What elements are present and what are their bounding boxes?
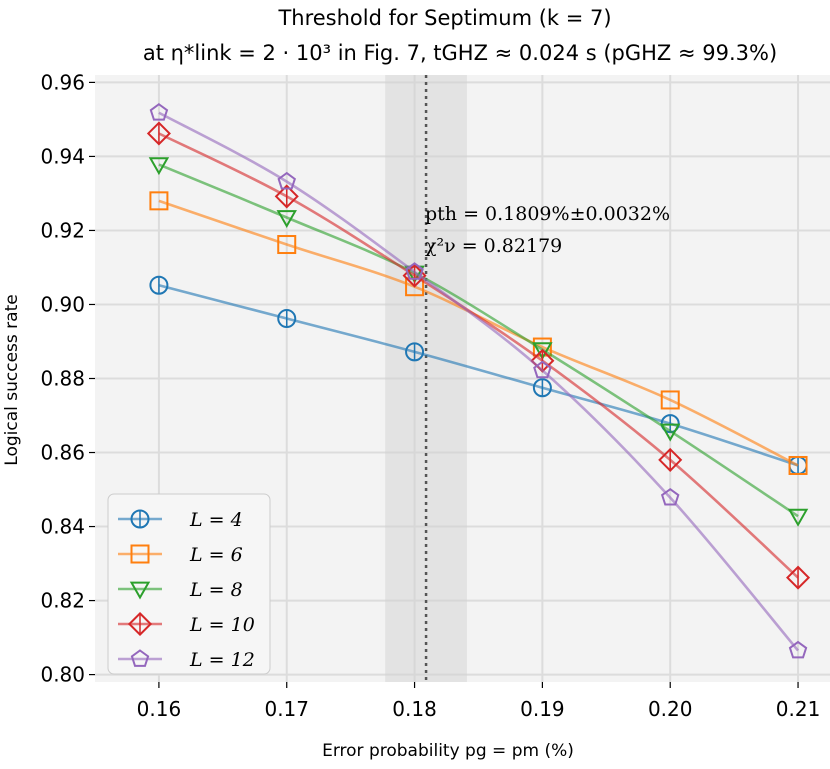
series-group: [146, 103, 811, 659]
y-tick-label: 0.90: [40, 292, 85, 316]
square-marker: [277, 235, 297, 255]
threshold-band-group: [385, 75, 467, 682]
square-marker: [149, 191, 169, 211]
triangle-marker: [276, 210, 297, 229]
x-tick-label: 0.16: [137, 697, 182, 721]
y-tick-label: 0.82: [40, 589, 85, 613]
tick-labels: 0.16 0.17 0.18 0.19 0.20 0.21 0.80 0.82 0.84 0.86…: [40, 70, 820, 721]
pentagon-marker: [788, 640, 808, 659]
legend-label: L = 8: [189, 579, 243, 601]
pentagon-marker: [660, 487, 680, 506]
legend-label: L = 12: [189, 649, 255, 671]
legend-box: [107, 493, 271, 675]
square-marker: [660, 390, 680, 410]
series-line-L10: [158, 132, 799, 579]
y-tick-label: 0.88: [40, 367, 85, 391]
x-tick-label: 0.20: [648, 697, 693, 721]
chi-square-annotation: χ²ν = 0.82179: [425, 235, 562, 257]
y-tick-label: 0.80: [40, 663, 85, 687]
triangle-marker: [659, 423, 681, 442]
pentagon-marker: [405, 262, 424, 280]
legend-label: L = 4: [189, 509, 243, 531]
y-tick-label: 0.86: [40, 441, 85, 465]
chart-title-line2: at η*link = 2 · 10³ in Fig. 7, tGHZ ≈ 0.…: [143, 41, 777, 65]
triangle-marker: [532, 342, 553, 361]
legend: L = 4 L = 6 L = 8 L = 10 L = 12: [107, 493, 271, 675]
y-tick-label: 0.96: [40, 70, 85, 94]
series-line-L12: [158, 111, 800, 652]
y-tick-label: 0.94: [40, 144, 85, 168]
series-line-L4: [158, 283, 799, 467]
pentagon-marker: [277, 171, 296, 190]
legend-label: L = 10: [189, 614, 255, 636]
square-marker: [130, 544, 150, 564]
y-tick-label: 0.84: [40, 515, 85, 539]
y-axis-label: Logical success rate: [2, 294, 22, 465]
triangle-marker: [787, 508, 809, 527]
x-axis-label: Error probability pg = pm (%): [322, 741, 574, 761]
pentagon-marker: [130, 649, 150, 667]
pentagon-marker: [533, 360, 552, 379]
x-tick-label: 0.18: [392, 697, 437, 721]
chart-title-line1: Threshold for Septimum (k = 7): [277, 6, 611, 30]
triangle-marker: [148, 157, 170, 176]
legend-label: L = 6: [189, 544, 243, 566]
y-tick-label: 0.92: [40, 218, 85, 242]
x-tick-label: 0.17: [264, 697, 309, 721]
x-tick-label: 0.21: [776, 697, 821, 721]
triangle-marker: [129, 581, 151, 600]
square-marker: [788, 455, 808, 475]
x-tick-label: 0.19: [520, 697, 565, 721]
series-line-L8: [158, 163, 799, 518]
threshold-annotation: pth = 0.1809%±0.0032%: [425, 203, 670, 225]
pentagon-marker: [149, 103, 169, 121]
